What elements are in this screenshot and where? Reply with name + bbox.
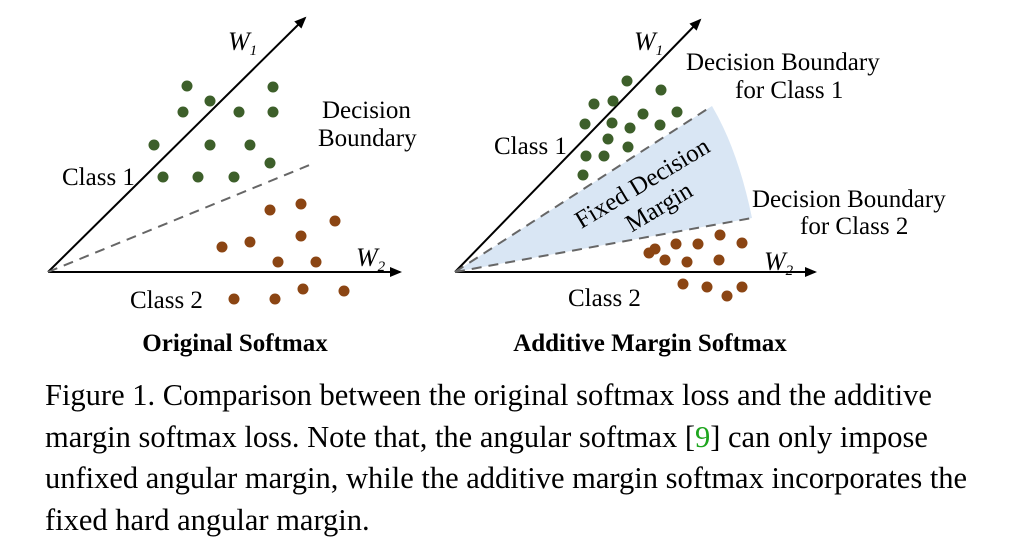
class2-point [295, 198, 307, 210]
class1-point [622, 141, 634, 153]
decision-boundary-line [47, 163, 313, 273]
class1-label: Class 1 [62, 164, 135, 191]
class2-points [643, 229, 748, 302]
class1-point [671, 106, 683, 118]
decision-boundary-class2-label-line2: for Class 2 [800, 213, 908, 240]
class2-point [295, 230, 307, 242]
caption-text-before-ref: Figure 1. Comparison between the origina… [45, 378, 932, 454]
decision-boundary-class1-label-line2: for Class 1 [735, 77, 843, 104]
class2-point [736, 281, 748, 293]
w1-axis [454, 18, 702, 273]
w2-axis-label: W2 [764, 247, 794, 279]
class1-point [577, 169, 589, 181]
class2-point [714, 229, 726, 241]
class1-point [228, 171, 240, 183]
class2-point [692, 238, 704, 250]
citation-link[interactable]: 9 [694, 419, 711, 454]
class2-point [643, 247, 655, 259]
class2-point [713, 254, 725, 266]
w2-axis-label: W2 [356, 243, 386, 275]
w1-axis [47, 16, 307, 273]
class2-point [338, 285, 350, 297]
class2-label: Class 2 [568, 285, 641, 312]
class1-point [264, 157, 276, 169]
panel-title-additive-margin-softmax: Additive Margin Softmax [513, 330, 787, 357]
class2-point [272, 256, 284, 268]
class2-point [297, 283, 309, 295]
class2-point [701, 281, 713, 293]
class1-point [654, 119, 666, 131]
decision-boundary-class2-label-line1: Decision Boundary [752, 186, 946, 213]
class1-point [624, 122, 636, 134]
class1-point [148, 139, 160, 151]
class2-point [721, 290, 733, 302]
class1-point [244, 139, 256, 151]
class2-point [269, 293, 281, 305]
class2-points [216, 198, 350, 305]
class1-points [148, 80, 279, 183]
class1-point [580, 150, 592, 162]
class2-point [670, 238, 682, 250]
class1-point [598, 150, 610, 162]
panel-title-original-softmax: Original Softmax [142, 330, 328, 357]
figure-caption: Figure 1. Comparison between the origina… [45, 375, 995, 541]
class1-point [267, 106, 279, 118]
class1-points [577, 75, 683, 181]
class1-point [157, 171, 169, 183]
class2-point [736, 237, 748, 249]
w1-axis-label: W1 [634, 27, 663, 59]
panel-original-softmax: W1 W2 Decision Boundary Class 1 Class 2 [47, 16, 417, 357]
fixed-decision-margin-region [455, 106, 752, 272]
class2-point [244, 236, 256, 248]
class1-point [267, 81, 279, 93]
class2-point [329, 215, 341, 227]
class2-point [310, 256, 322, 268]
class1-point [192, 171, 204, 183]
class1-point [602, 133, 614, 145]
caption-text-after-ref: ] can only impose unfixed angular margin… [45, 419, 968, 537]
class2-point [228, 293, 240, 305]
class1-point [655, 84, 667, 96]
class2-point [681, 256, 693, 268]
class2-point [677, 278, 689, 290]
class1-point [579, 118, 591, 130]
class1-point [204, 95, 216, 107]
class1-point [233, 106, 245, 118]
decision-boundary-label-line2: Boundary [318, 125, 417, 152]
class1-point [606, 117, 618, 129]
class1-label: Class 1 [494, 133, 567, 160]
decision-boundary-label-line1: Decision [322, 97, 411, 124]
class2-point [264, 204, 276, 216]
class2-point [659, 254, 671, 266]
class1-point [204, 139, 216, 151]
class2-point [216, 241, 228, 253]
w1-axis-label: W1 [228, 27, 257, 59]
class1-point [621, 75, 633, 87]
panel-additive-margin-softmax: W1 W2 Decision Boundary for Class 1 Deci… [454, 18, 946, 357]
comparison-figure: W1 W2 Decision Boundary Class 1 Class 2 [47, 16, 946, 357]
class1-point [637, 108, 649, 120]
decision-boundary-class1-label-line1: Decision Boundary [686, 49, 880, 76]
class1-point [588, 98, 600, 110]
class1-point [181, 80, 193, 92]
class1-point [177, 106, 189, 118]
class1-point [607, 95, 619, 107]
class2-label: Class 2 [130, 287, 203, 314]
